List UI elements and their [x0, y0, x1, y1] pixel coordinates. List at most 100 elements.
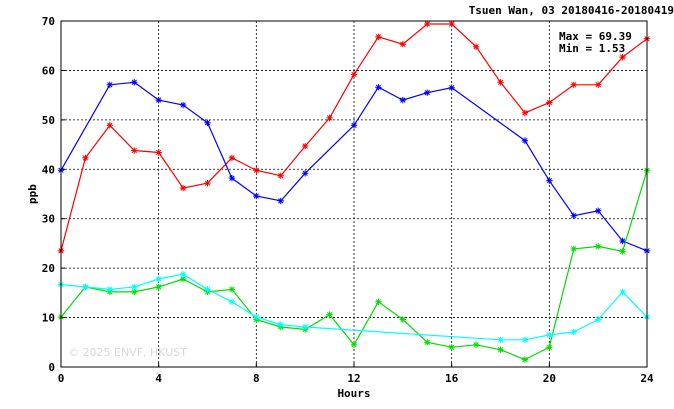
y-tick-label: 60: [42, 64, 55, 77]
data-point: [521, 336, 529, 344]
data-point: [131, 288, 138, 296]
y-tick-label: 40: [42, 163, 55, 176]
data-point: [375, 33, 382, 41]
data-point: [570, 328, 577, 336]
data-point: [619, 237, 626, 245]
data-point: [619, 53, 626, 61]
data-point: [228, 298, 236, 305]
data-point: [594, 81, 602, 88]
data-point: [106, 286, 114, 293]
series-line: [60, 273, 648, 341]
data-point: [594, 316, 602, 323]
data-point: [204, 119, 211, 127]
data-point: [301, 142, 309, 150]
y-tick-label: 20: [42, 262, 55, 275]
data-point: [277, 321, 284, 328]
data-point: [570, 81, 577, 88]
data-point: [448, 20, 455, 28]
y-tick-label: 50: [42, 114, 55, 127]
data-point: [521, 109, 529, 117]
x-tick-label: 0: [58, 372, 65, 385]
x-tick-label: 24: [640, 372, 654, 385]
data-point: [82, 283, 89, 291]
data-point: [472, 341, 480, 348]
data-point: [448, 84, 455, 91]
data-point: [448, 344, 455, 351]
y-axis-label: ppb: [26, 184, 39, 204]
data-point: [131, 79, 138, 86]
data-point: [497, 346, 504, 353]
x-tick-label: 4: [155, 372, 162, 385]
data-point: [619, 288, 626, 296]
data-point: [106, 81, 114, 88]
axis-ticks: 0 4 8 12 16 20 24 0 10 20 30 40 50 60 70: [42, 15, 654, 385]
data-point: [179, 101, 187, 109]
data-point: [326, 311, 333, 318]
watermark: © 2025 ENVF, HKUST: [68, 346, 187, 359]
data-point: [594, 207, 602, 215]
data-point: [179, 275, 187, 283]
data-point: [424, 20, 431, 28]
series-layer: [57, 20, 651, 363]
data-point: [546, 331, 553, 339]
data-point: [106, 122, 114, 129]
data-point: [497, 336, 504, 344]
data-point: [497, 79, 504, 86]
data-point: [131, 283, 138, 291]
data-point: [594, 243, 602, 250]
data-point: [277, 197, 284, 205]
y-tick-label: 30: [42, 213, 55, 226]
data-point: [424, 339, 431, 346]
data-point: [228, 154, 236, 162]
chart-title: Tsuen Wan, 03 20180416-20180419: [469, 4, 674, 17]
y-tick-label: 70: [42, 15, 55, 28]
data-point: [131, 147, 138, 154]
data-point: [521, 356, 529, 363]
data-point: [253, 167, 260, 174]
data-point: [399, 316, 407, 323]
data-point: [301, 323, 309, 331]
data-point: [253, 192, 260, 200]
data-point: [570, 245, 577, 253]
data-point: [204, 179, 211, 187]
y-tick-label: 10: [42, 312, 55, 325]
data-point: [546, 177, 553, 184]
data-point: [228, 174, 236, 182]
data-point: [155, 149, 162, 156]
data-point: [179, 270, 187, 278]
data-point: [155, 96, 162, 104]
y-tick-label: 0: [48, 361, 55, 374]
x-tick-label: 20: [543, 372, 556, 385]
data-point: [619, 248, 626, 255]
x-axis-label: Hours: [337, 387, 370, 400]
data-point: [546, 344, 553, 351]
x-tick-label: 12: [347, 372, 360, 385]
data-point: [228, 286, 236, 293]
data-point: [424, 89, 431, 96]
data-point: [375, 298, 382, 305]
x-tick-label: 16: [445, 372, 459, 385]
data-point: [350, 341, 358, 348]
data-point: [326, 114, 333, 122]
data-point: [350, 122, 358, 129]
data-point: [350, 71, 358, 78]
data-point: [277, 172, 284, 179]
grid-lines: [61, 21, 647, 367]
min-label: Min = 1.53: [559, 42, 625, 55]
data-point: [301, 170, 309, 177]
data-point: [546, 99, 553, 106]
data-point: [399, 41, 407, 48]
data-point: [472, 43, 480, 50]
max-label: Max = 69.39: [559, 30, 632, 43]
data-point: [179, 184, 187, 192]
x-tick-label: 8: [253, 372, 260, 385]
data-point: [521, 137, 529, 144]
data-point: [82, 154, 89, 162]
data-point: [155, 283, 162, 291]
data-point: [253, 313, 260, 321]
data-point: [570, 212, 577, 219]
data-point: [155, 275, 162, 283]
data-point: [204, 286, 211, 293]
data-point: [375, 84, 382, 91]
